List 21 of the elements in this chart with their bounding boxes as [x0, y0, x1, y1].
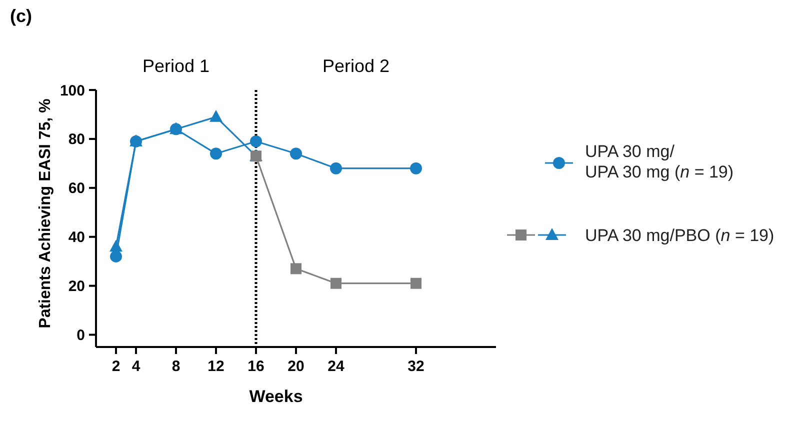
y-tick-label: 0: [76, 327, 85, 344]
y-tick-label: 20: [68, 278, 85, 296]
x-tick-label: 12: [208, 358, 224, 375]
x-tick-label: 32: [408, 358, 424, 375]
x-tick-label: 2: [112, 358, 120, 375]
x-axis-title: Weeks: [249, 387, 303, 406]
x-tick-label: 8: [172, 358, 180, 375]
y-tick-label: 80: [68, 131, 85, 148]
legend-label: UPA 30 mg/ UPA 30 mg (n = 19): [585, 142, 734, 182]
x-tick-label: 20: [288, 358, 304, 375]
text: Period 1: [142, 56, 210, 76]
y-tick-label: 100: [60, 82, 85, 100]
y-tick-label: 60: [68, 180, 85, 198]
legend-label: UPA 30 mg/PBO (n = 19): [585, 226, 774, 245]
x-tick-label: 16: [248, 358, 264, 375]
x-tick-label: 4: [132, 358, 141, 375]
x-tick-label: 24: [328, 358, 345, 375]
text: Period 2: [322, 56, 390, 76]
y-tick-label: 40: [68, 229, 85, 246]
y-axis-title: Patients Achieving EASI 75, %: [37, 98, 54, 328]
text: (c): [10, 6, 32, 26]
